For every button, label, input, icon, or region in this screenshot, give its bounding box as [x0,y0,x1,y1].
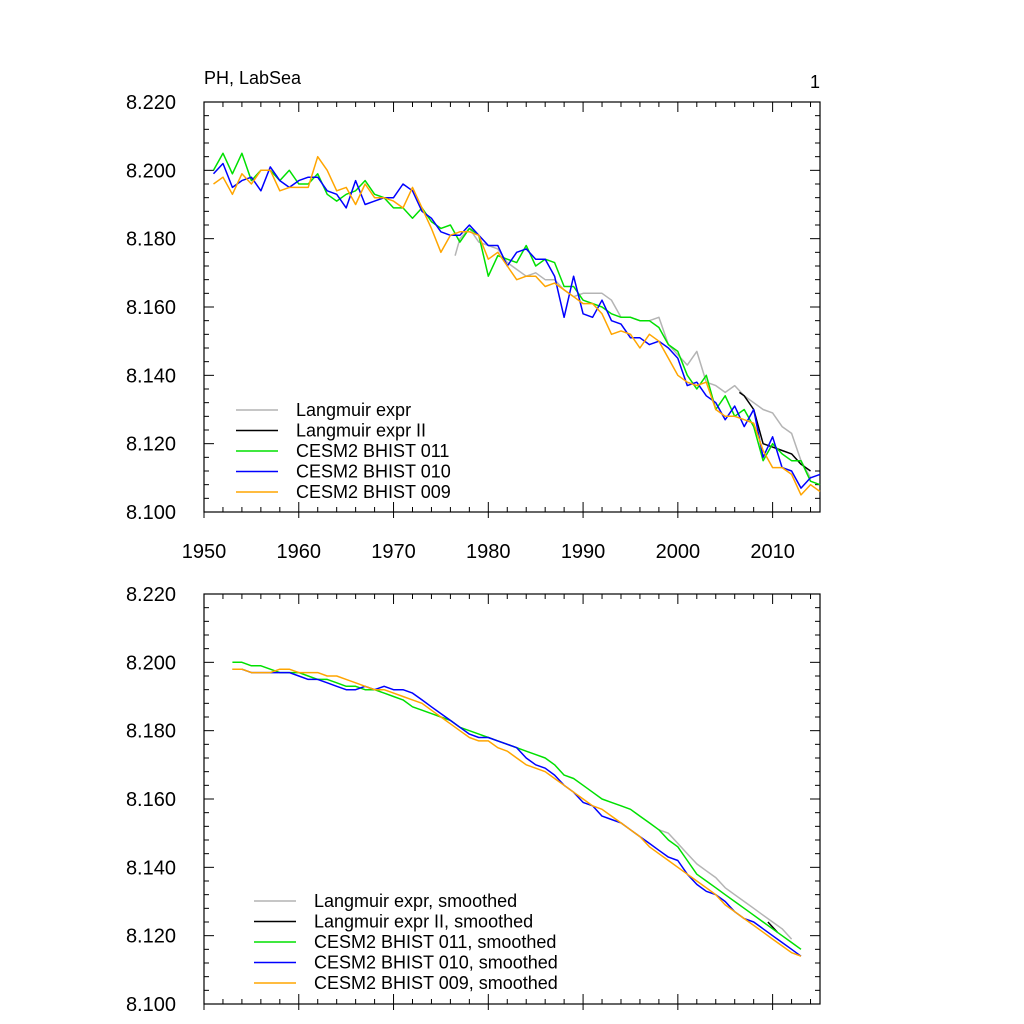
series-line [232,668,802,957]
legend-label: CESM2 BHIST 010 [296,462,451,482]
series-line [658,829,793,940]
bottom-panel: 8.100 8.120 8.140 8.160 8.180 8.200 8.220 Langm… [126,584,821,1016]
y-tick-label: 8.160 [126,297,176,319]
legend-label: CESM2 BHIST 011, smoothed [314,932,556,952]
y-tick-label: 8.100 [126,994,176,1016]
legend-label: Langmuir expr, smoothed [314,891,517,911]
legend-label: CESM2 BHIST 009 [296,482,451,502]
y-tick-label: 8.200 [126,160,176,182]
series-line [232,668,802,957]
legend-label: Langmuir expr II [296,421,426,441]
x-tick-label: 1970 [371,541,416,563]
y-tick-label: 8.120 [126,434,176,456]
panel-number: 1 [810,72,820,92]
top-panel: 8.100 8.120 8.140 8.160 8.180 8.200 8.220 1950 1… [126,92,821,563]
y-tick-label: 8.180 [126,229,176,251]
y-tick-label: 8.180 [126,721,176,743]
y-tick-label: 8.140 [126,857,176,879]
x-tick-label: 1950 [182,541,227,563]
x-tick-label: 1990 [561,541,606,563]
y-tick-label: 8.160 [126,789,176,811]
y-tick-label: 8.140 [126,365,176,387]
x-tick-label: 2010 [750,541,795,563]
series-line [212,162,821,489]
series-line [213,155,821,496]
legend-label: CESM2 BHIST 010, smoothed [314,953,558,973]
x-tick-label: 1980 [466,541,511,563]
y-tick-label: 8.220 [126,92,176,114]
x-tick-label: 1960 [277,541,322,563]
y-tick-label: 8.120 [126,926,176,948]
legend-label: Langmuir expr II, smoothed [314,912,533,932]
y-tick-label: 8.220 [126,584,176,606]
legend-label: Langmuir expr [296,400,411,420]
y-tick-label: 8.200 [126,652,176,674]
y-tick-label: 8.100 [126,502,176,524]
legend-label: CESM2 BHIST 009, smoothed [314,973,558,993]
chart-title: PH, LabSea [204,68,302,88]
x-tick-label: 2000 [656,541,701,563]
legend-label: CESM2 BHIST 011 [296,441,449,461]
